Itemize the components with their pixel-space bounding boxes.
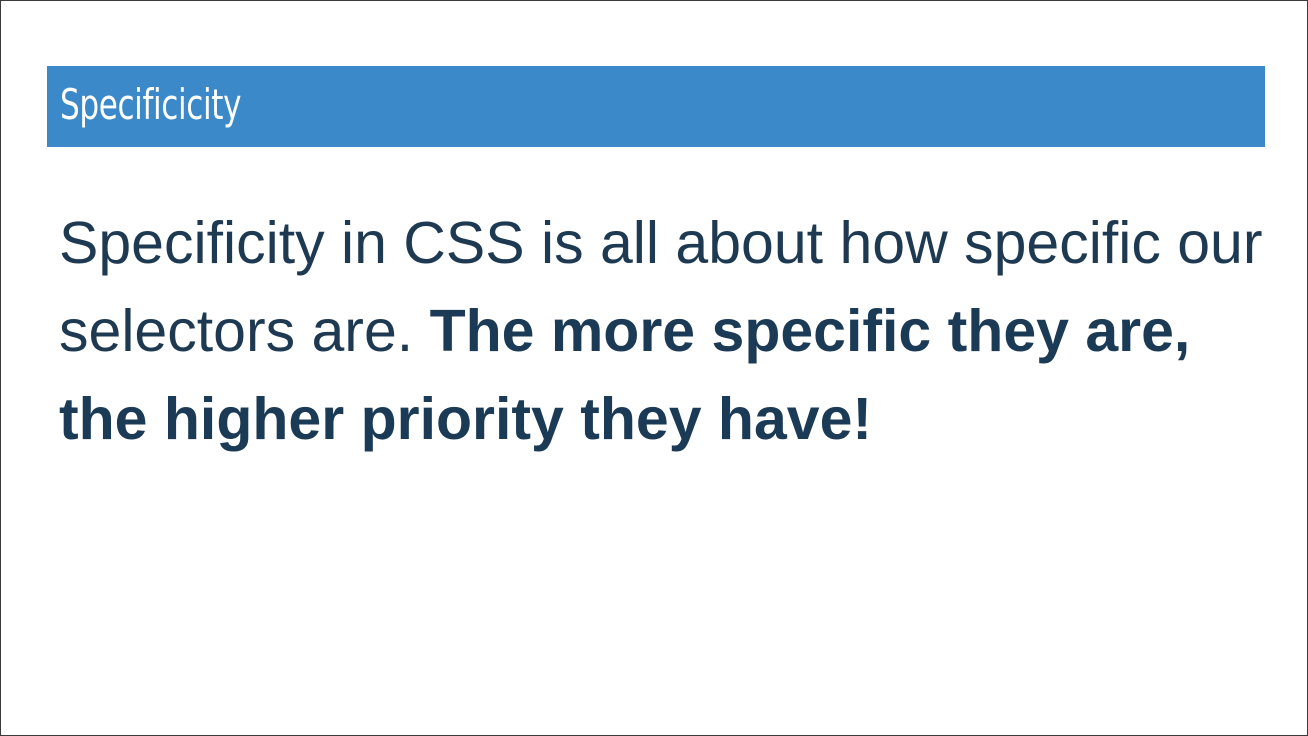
title-bar: Specificicity: [47, 66, 1265, 147]
body-text-emphasis: The more specific they are, the higher p…: [59, 298, 1191, 452]
slide-body: Specificity in CSS is all about how spec…: [59, 199, 1279, 463]
body-text-regular: Specificity in CSS is all about how spec…: [59, 210, 1263, 364]
slide-title: Specificicity: [60, 80, 242, 129]
